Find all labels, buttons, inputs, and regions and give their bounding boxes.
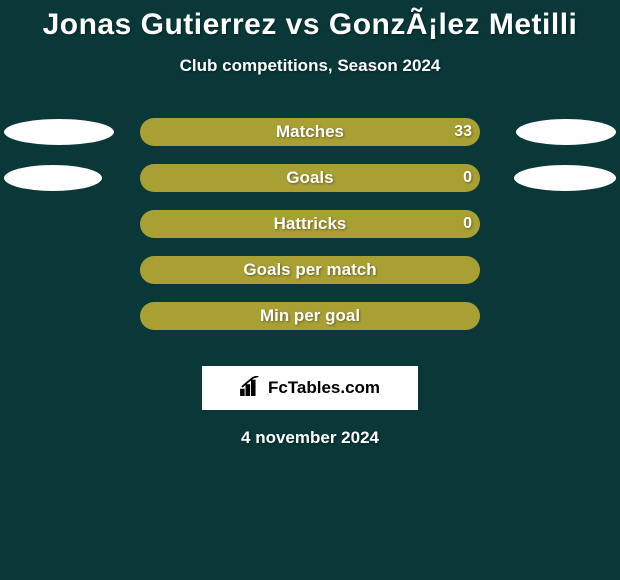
subtitle: Club competitions, Season 2024 [0, 56, 620, 76]
date-text: 4 november 2024 [0, 428, 620, 448]
bar-track: Hattricks 0 [140, 210, 480, 238]
bar-track: Goals per match [140, 256, 480, 284]
bar-chart-icon [240, 376, 262, 401]
bar-label: Hattricks [274, 214, 347, 234]
page-title: Jonas Gutierrez vs GonzÃ¡lez Metilli [0, 0, 620, 42]
bar-label: Matches [276, 122, 344, 142]
chart-row: Min per goal [0, 302, 620, 348]
chart-row: Hattricks 0 [0, 210, 620, 256]
logo-box: FcTables.com [202, 366, 418, 410]
right-ellipse [516, 119, 616, 145]
left-ellipse [4, 165, 102, 191]
chart-row: Goals per match [0, 256, 620, 302]
bar-track: Min per goal [140, 302, 480, 330]
chart-row: Goals 0 [0, 164, 620, 210]
bar-track: Matches 33 [140, 118, 480, 146]
comparison-chart: Matches 33 Goals 0 Hattricks 0 Goals per match… [0, 118, 620, 348]
left-ellipse [4, 119, 114, 145]
bar-label: Goals [286, 168, 333, 188]
bar-track: Goals 0 [140, 164, 480, 192]
bar-value: 0 [463, 169, 472, 187]
bar-label: Goals per match [243, 260, 376, 280]
bar-label: Min per goal [260, 306, 360, 326]
bar-value: 33 [454, 123, 472, 141]
logo-text: FcTables.com [268, 378, 380, 398]
right-ellipse [514, 165, 616, 191]
chart-row: Matches 33 [0, 118, 620, 164]
bar-value: 0 [463, 215, 472, 233]
